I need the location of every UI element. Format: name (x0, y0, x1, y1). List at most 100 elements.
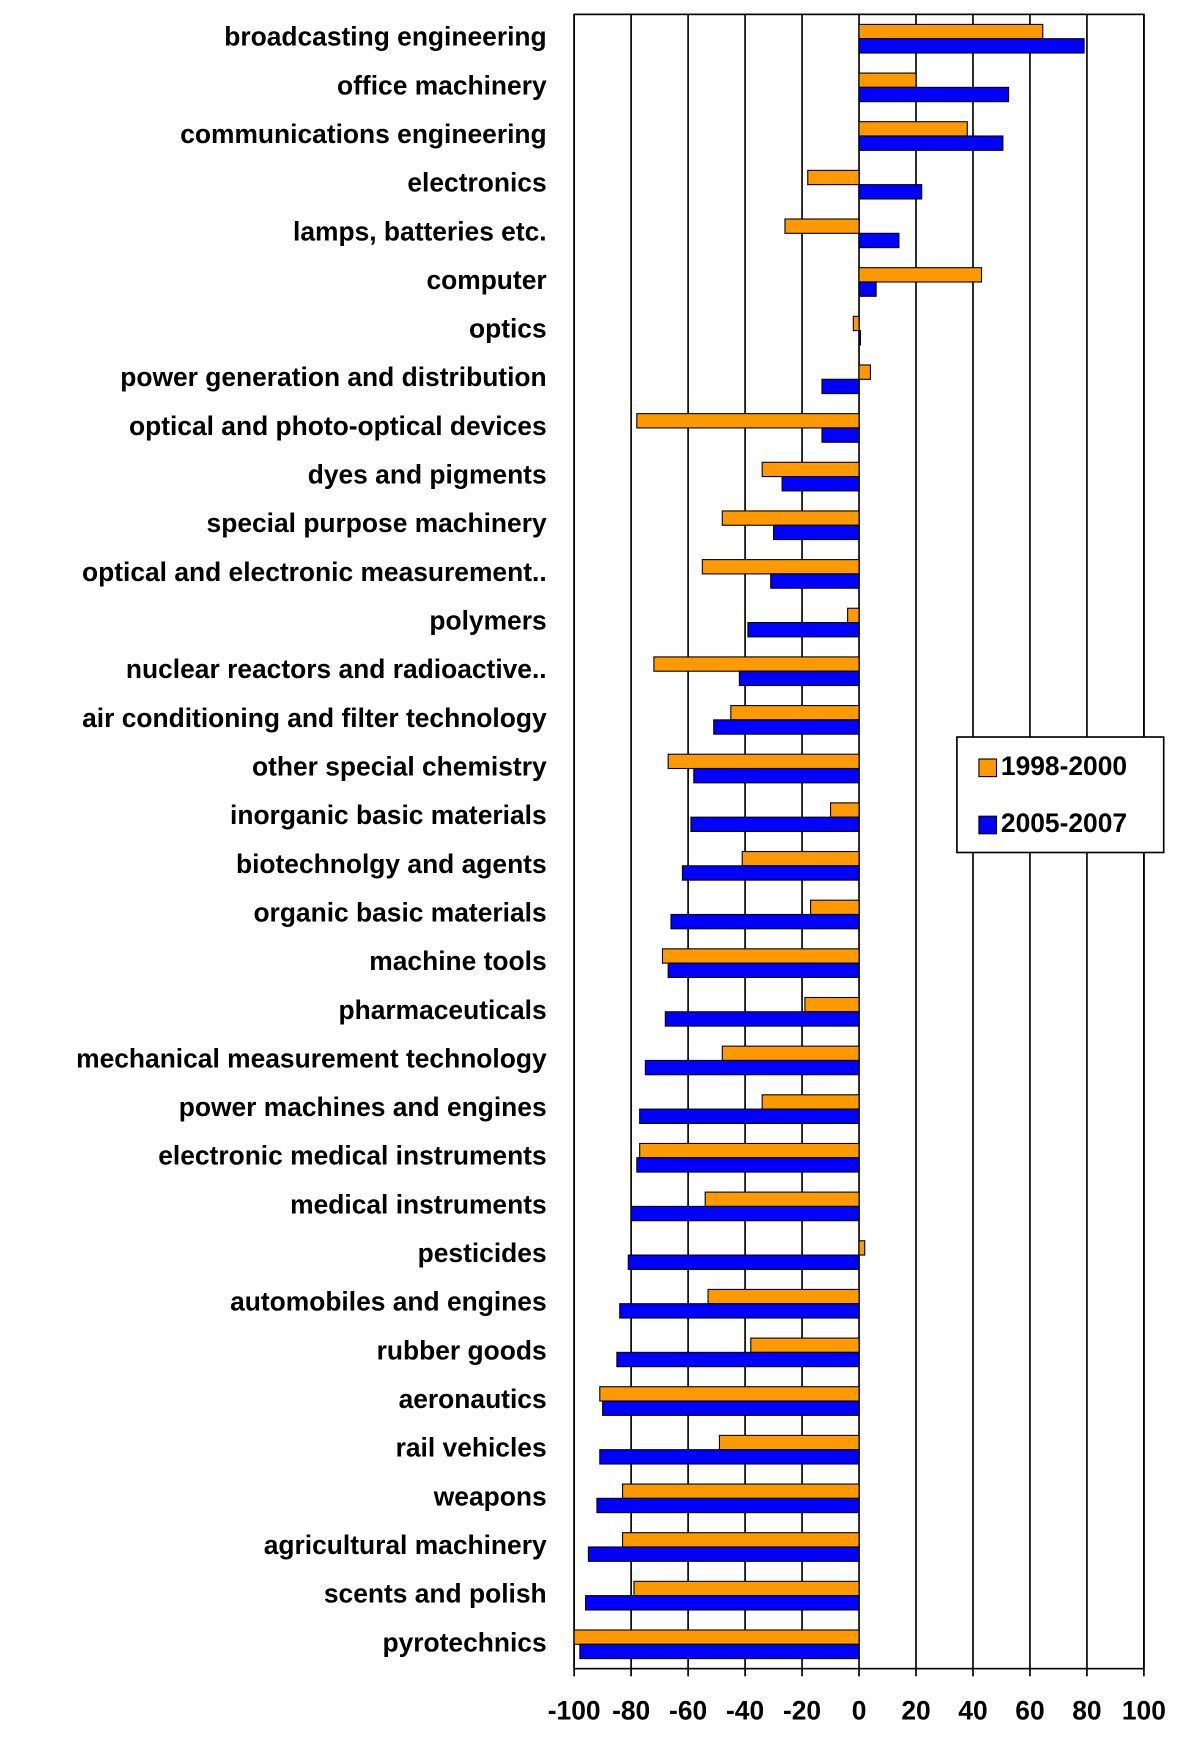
x-tick-label: -100 (548, 1696, 601, 1726)
x-tick-label: -40 (726, 1696, 764, 1726)
bar (664, 1011, 860, 1027)
bar (821, 427, 860, 443)
y-tick-label: air conditioning and filter technology (82, 703, 547, 733)
bar (858, 86, 1010, 103)
bar (667, 962, 860, 978)
bar (653, 656, 860, 672)
y-tick-label: rubber goods (377, 1335, 547, 1365)
bar (602, 1400, 860, 1416)
bar (747, 622, 860, 638)
y-tick-label: broadcasting engineering (224, 22, 546, 52)
bar (622, 1483, 860, 1499)
y-tick-label: aeronautics (399, 1384, 547, 1414)
y-tick-label: power machines and engines (179, 1092, 547, 1122)
bar (784, 218, 860, 234)
bar (858, 135, 1004, 151)
x-tick-label: 20 (901, 1696, 930, 1726)
bar (599, 1386, 860, 1402)
y-tick-label: pyrotechnics (382, 1627, 546, 1657)
bar (761, 461, 860, 478)
y-tick-label: power generation and distribution (120, 362, 546, 392)
bar (810, 899, 860, 916)
y-tick-label: medical instruments (290, 1189, 547, 1219)
legend-swatch (978, 815, 998, 835)
bar (630, 1205, 860, 1222)
y-tick-label: communications engineering (180, 119, 546, 149)
bar (639, 1108, 860, 1124)
y-tick-label: electronics (407, 168, 546, 198)
bar (773, 524, 860, 541)
x-tick-label: 40 (958, 1696, 987, 1726)
bar (804, 996, 860, 1013)
bar (761, 1094, 860, 1110)
bar (858, 1240, 866, 1256)
y-tick-label: optical and electronic measurement.. (82, 557, 547, 587)
bar (670, 913, 860, 930)
bar (599, 1449, 860, 1465)
y-tick-label: agricultural machinery (264, 1530, 547, 1560)
y-tick-label: special purpose machinery (207, 508, 547, 538)
bar (858, 38, 1085, 54)
y-tick-label: scents and polish (324, 1579, 547, 1609)
bar (707, 1288, 860, 1305)
bar (821, 378, 860, 395)
bar (852, 315, 860, 332)
x-tick-label: 80 (1072, 1696, 1101, 1726)
y-tick-label: inorganic basic materials (230, 800, 547, 830)
bar (858, 72, 917, 88)
bar (636, 1157, 860, 1173)
bar (713, 719, 860, 735)
bar (847, 607, 860, 624)
bar (667, 753, 860, 770)
bar (721, 510, 860, 526)
y-tick-label: pharmaceuticals (338, 995, 546, 1025)
bar (616, 1351, 860, 1368)
y-tick-label: polymers (429, 606, 546, 636)
bar (750, 1337, 860, 1353)
bar (701, 559, 860, 575)
bar (681, 865, 860, 881)
y-tick-label: pesticides (418, 1238, 547, 1268)
y-tick-label: machine tools (369, 946, 546, 976)
bar (627, 1254, 860, 1270)
bar (738, 670, 860, 687)
bar (693, 767, 860, 784)
y-tick-label: weapons (433, 1481, 547, 1511)
y-tick-label: other special chemistry (252, 751, 547, 781)
bar (721, 1045, 860, 1061)
bar (807, 169, 860, 186)
bar (858, 267, 983, 283)
bar (858, 232, 900, 249)
bar (636, 413, 860, 429)
y-tick-label: biotechnolgy and agents (236, 849, 547, 879)
bar (587, 1546, 860, 1562)
bar (781, 476, 860, 492)
bar (741, 850, 860, 867)
x-tick-label: -20 (783, 1696, 821, 1726)
x-tick-label: -60 (669, 1696, 707, 1726)
bar (619, 1303, 860, 1319)
y-tick-label: automobiles and engines (230, 1287, 547, 1317)
bar (644, 1059, 860, 1076)
y-tick-label: computer (426, 265, 546, 295)
x-tick-label: -80 (612, 1696, 650, 1726)
y-tick-label: lamps, batteries etc. (293, 216, 547, 246)
bar (730, 705, 860, 721)
y-tick-label: dyes and pigments (308, 460, 547, 490)
legend-label: 1998-2000 (1001, 751, 1127, 781)
y-tick-label: organic basic materials (253, 897, 546, 927)
y-tick-label: optics (469, 314, 547, 344)
legend-swatch (978, 758, 998, 778)
legend-label: 2005-2007 (1001, 808, 1127, 838)
bar (573, 1629, 860, 1645)
bar (633, 1580, 860, 1597)
x-tick-label: 0 (852, 1696, 867, 1726)
y-tick-label: rail vehicles (396, 1433, 547, 1463)
y-tick-label: office machinery (337, 70, 547, 100)
bar (858, 23, 1044, 40)
bar (579, 1643, 860, 1660)
bar (718, 1434, 860, 1451)
bar (622, 1532, 860, 1548)
y-tick-label: electronic medical instruments (158, 1141, 546, 1171)
